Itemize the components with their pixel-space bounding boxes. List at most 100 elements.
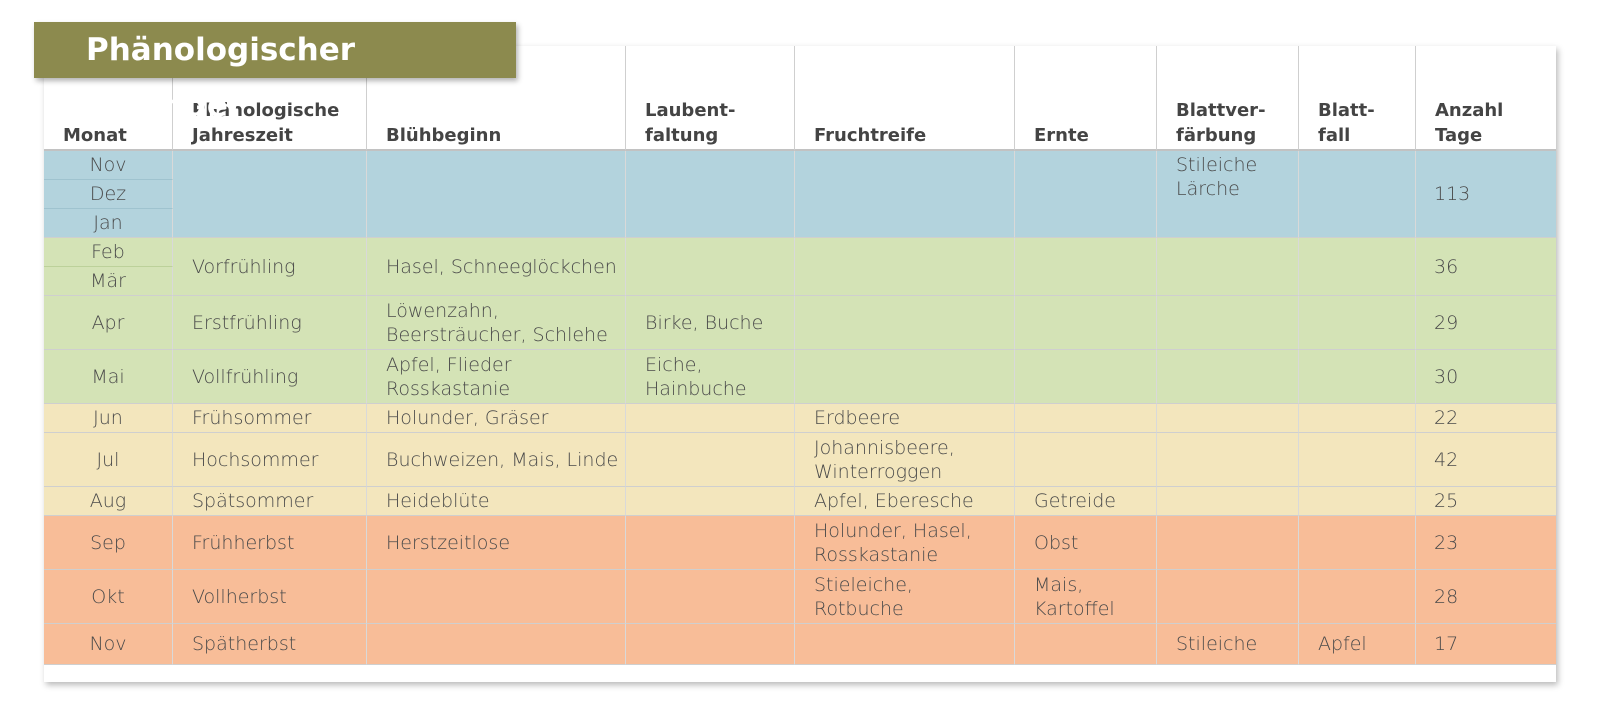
bluehbeginn-value: Hasel, Schneeglöckchen bbox=[386, 255, 617, 278]
days-count: 17 bbox=[1434, 633, 1459, 655]
laubentfaltung-value: Eiche, Hainbuche bbox=[645, 353, 747, 400]
monat-value: Sep bbox=[90, 531, 126, 554]
month-cell: Jun bbox=[44, 404, 173, 433]
monat-value: Nov bbox=[89, 633, 127, 655]
jahreszeit-cell: Vollherbst bbox=[173, 570, 367, 624]
blattverfaerbung-cell bbox=[1157, 296, 1299, 350]
days-count: 29 bbox=[1434, 311, 1459, 334]
ernte-cell: Getreide bbox=[1015, 487, 1157, 516]
month-label: Feb bbox=[91, 241, 125, 263]
column-header-ernte: Ernte bbox=[1015, 46, 1157, 151]
laubentfaltung-cell bbox=[626, 238, 795, 296]
blattverfaerbung-cell bbox=[1157, 570, 1299, 624]
laubentfaltung-cell bbox=[626, 570, 795, 624]
jahreszeit-cell: Frühherbst bbox=[173, 516, 367, 570]
monat-value: Okt bbox=[91, 585, 125, 608]
tage-cell: 28 bbox=[1416, 570, 1556, 624]
column-header-blattverfaerbung: Blattver- färbung bbox=[1157, 46, 1299, 151]
month-cell: Nov bbox=[44, 151, 173, 180]
month-cell: Feb bbox=[44, 238, 173, 267]
blattverfaerbung-cell: Stileiche bbox=[1157, 624, 1299, 665]
blattfall-cell bbox=[1299, 516, 1416, 570]
fruchtreife-value: Holunder, Hasel, Rosskastanie bbox=[814, 519, 972, 566]
days-count: 23 bbox=[1434, 531, 1459, 554]
tage-cell: 30 bbox=[1416, 350, 1556, 404]
fruchtreife-value: Apfel, Eberesche bbox=[814, 490, 974, 512]
blattfall-cell bbox=[1299, 570, 1416, 624]
days-count: 113 bbox=[1434, 183, 1471, 205]
column-header-label: Blühbeginn bbox=[386, 125, 502, 146]
blattverfaerbung-cell: Stileiche Lärche bbox=[1157, 151, 1299, 238]
month-cell: Jul bbox=[44, 433, 173, 487]
blattfall-cell bbox=[1299, 238, 1416, 296]
ernte-cell bbox=[1015, 151, 1157, 238]
bluehbeginn-cell bbox=[367, 570, 626, 624]
laubentfaltung-cell bbox=[626, 433, 795, 487]
jahreszeit-cell: Erstfrühling bbox=[173, 296, 367, 350]
blattverfaerbung-cell bbox=[1157, 487, 1299, 516]
fruchtreife-cell: Johannisbeere, Winterroggen bbox=[795, 433, 1015, 487]
bluehbeginn-value: Holunder, Gräser bbox=[386, 407, 549, 429]
jahreszeit-cell bbox=[173, 151, 367, 238]
blattfall-value: Apfel bbox=[1318, 633, 1367, 655]
bluehbeginn-value: Buchweizen, Mais, Linde bbox=[386, 448, 619, 471]
bluehbeginn-cell: Hasel, Schneeglöckchen bbox=[367, 238, 626, 296]
tage-cell: 23 bbox=[1416, 516, 1556, 570]
fruchtreife-cell: Stieleiche, Rotbuche bbox=[795, 570, 1015, 624]
tage-cell: 29 bbox=[1416, 296, 1556, 350]
bluehbeginn-cell: Herstzeitlose bbox=[367, 516, 626, 570]
jahreszeit-value: Vorfrühling bbox=[192, 255, 296, 278]
jahreszeit-cell: Hochsommer bbox=[173, 433, 367, 487]
ernte-cell bbox=[1015, 404, 1157, 433]
days-count: 28 bbox=[1434, 585, 1459, 608]
blattverfaerbung-cell bbox=[1157, 404, 1299, 433]
monat-value: Jul bbox=[96, 448, 120, 471]
jahreszeit-value: Frühsommer bbox=[192, 407, 312, 429]
ernte-cell bbox=[1015, 238, 1157, 296]
blattverfaerbung-value: Stileiche bbox=[1176, 633, 1258, 655]
tage-cell: 25 bbox=[1416, 487, 1556, 516]
month-label: Dez bbox=[89, 183, 127, 205]
jahreszeit-value: Spätherbst bbox=[192, 633, 297, 655]
fruchtreife-value: Erdbeere bbox=[814, 407, 901, 429]
blattverfaerbung-cell bbox=[1157, 238, 1299, 296]
jahreszeit-cell: Frühsommer bbox=[173, 404, 367, 433]
column-header-label: Fruchtreife bbox=[814, 125, 927, 146]
laubentfaltung-cell bbox=[626, 516, 795, 570]
ernte-cell bbox=[1015, 296, 1157, 350]
jahreszeit-value: Vollfrühling bbox=[192, 365, 299, 388]
laubentfaltung-cell bbox=[626, 624, 795, 665]
bluehbeginn-value: Apfel, Flieder Rosskastanie bbox=[386, 353, 512, 400]
fruchtreife-cell bbox=[795, 624, 1015, 665]
jahreszeit-cell: Spätsommer bbox=[173, 487, 367, 516]
blattfall-cell bbox=[1299, 151, 1416, 238]
laubentfaltung-cell bbox=[626, 404, 795, 433]
column-header-monat: Monat bbox=[44, 46, 173, 151]
blattfall-cell bbox=[1299, 433, 1416, 487]
bluehbeginn-cell: Buchweizen, Mais, Linde bbox=[367, 433, 626, 487]
column-header-label: Laubent- faltung bbox=[645, 100, 736, 146]
bluehbeginn-value: Löwenzahn, Beersträucher, Schlehe bbox=[386, 299, 608, 346]
ernte-cell bbox=[1015, 624, 1157, 665]
ernte-cell bbox=[1015, 350, 1157, 404]
fruchtreife-cell: Erdbeere bbox=[795, 404, 1015, 433]
fruchtreife-cell: Apfel, Eberesche bbox=[795, 487, 1015, 516]
month-label: Nov bbox=[89, 154, 127, 176]
blattfall-cell bbox=[1299, 487, 1416, 516]
jahreszeit-cell: Vollfrühling bbox=[173, 350, 367, 404]
month-cell: Jan bbox=[44, 209, 173, 238]
blattfall-cell: Apfel bbox=[1299, 624, 1416, 665]
month-cell: Aug bbox=[44, 487, 173, 516]
month-label: Jan bbox=[93, 212, 123, 234]
fruchtreife-cell bbox=[795, 151, 1015, 238]
ernte-value: Obst bbox=[1034, 531, 1079, 554]
column-header-label: Monat bbox=[63, 125, 127, 146]
days-count: 30 bbox=[1434, 365, 1459, 388]
blattverfaerbung-cell bbox=[1157, 350, 1299, 404]
bluehbeginn-cell: Holunder, Gräser bbox=[367, 404, 626, 433]
column-header-label: Phänologische Jahreszeit bbox=[192, 100, 340, 146]
month-cell: Okt bbox=[44, 570, 173, 624]
column-header-label: Ernte bbox=[1034, 125, 1089, 146]
column-header-anzahl_tage: Anzahl Tage bbox=[1416, 46, 1556, 151]
month-cell: Sep bbox=[44, 516, 173, 570]
